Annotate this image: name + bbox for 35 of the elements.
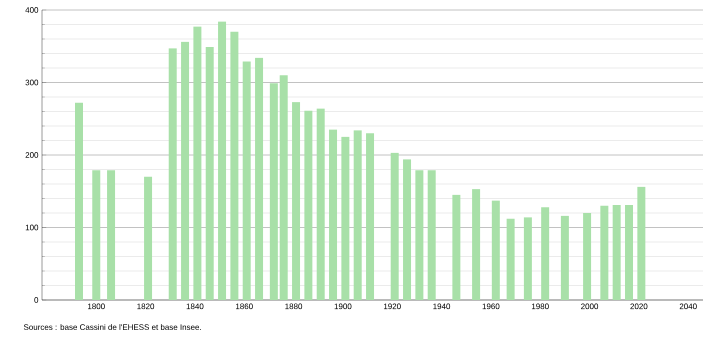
bar xyxy=(403,159,412,300)
bar xyxy=(341,136,350,300)
bar xyxy=(354,130,362,300)
bar xyxy=(428,170,436,300)
bar xyxy=(506,218,515,300)
bar xyxy=(74,102,83,300)
bar xyxy=(230,32,238,300)
bar xyxy=(472,189,480,300)
bar xyxy=(524,217,532,300)
bar xyxy=(168,48,177,300)
bar xyxy=(390,152,399,300)
bar xyxy=(255,58,264,300)
bar xyxy=(107,170,116,300)
bar xyxy=(193,26,202,300)
bar xyxy=(625,205,634,300)
bar xyxy=(218,22,226,300)
bar xyxy=(92,170,100,300)
bar xyxy=(206,46,214,300)
bar xyxy=(452,194,460,300)
bar xyxy=(415,170,424,300)
bar xyxy=(492,200,500,300)
bar xyxy=(292,102,300,300)
bar xyxy=(612,205,621,300)
bar xyxy=(181,42,190,300)
bar xyxy=(304,110,312,300)
bar xyxy=(637,186,646,300)
bar xyxy=(560,216,569,300)
bar xyxy=(144,176,152,300)
bar xyxy=(316,108,325,300)
bar xyxy=(600,206,608,300)
bar xyxy=(366,133,374,300)
bar xyxy=(583,213,592,300)
bar xyxy=(329,130,338,300)
bar xyxy=(541,207,550,300)
bar xyxy=(242,61,251,300)
